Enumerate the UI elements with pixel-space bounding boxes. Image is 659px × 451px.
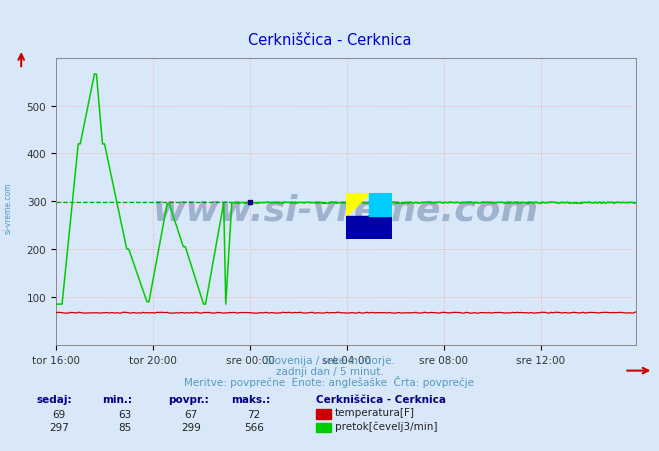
Polygon shape — [346, 216, 392, 239]
Text: 72: 72 — [247, 409, 260, 419]
Text: 85: 85 — [119, 422, 132, 432]
Polygon shape — [346, 216, 369, 239]
Text: maks.:: maks.: — [231, 394, 270, 404]
Text: 297: 297 — [49, 422, 69, 432]
Text: povpr.:: povpr.: — [168, 394, 209, 404]
Text: 299: 299 — [181, 422, 201, 432]
Polygon shape — [346, 194, 369, 216]
Text: 69: 69 — [53, 409, 66, 419]
Text: temperatura[F]: temperatura[F] — [335, 407, 415, 417]
Text: 67: 67 — [185, 409, 198, 419]
Text: www.si-vreme.com: www.si-vreme.com — [153, 193, 539, 227]
Text: si-vreme.com: si-vreme.com — [3, 182, 13, 233]
Text: Cerkniščica - Cerknica: Cerkniščica - Cerknica — [248, 33, 411, 48]
Text: pretok[čevelj3/min]: pretok[čevelj3/min] — [335, 420, 438, 431]
Text: 63: 63 — [119, 409, 132, 419]
Text: Cerkniščica - Cerknica: Cerkniščica - Cerknica — [316, 394, 446, 404]
Text: 566: 566 — [244, 422, 264, 432]
Text: Slovenija / reke in morje.: Slovenija / reke in morje. — [264, 355, 395, 365]
Polygon shape — [369, 194, 392, 216]
Polygon shape — [369, 194, 392, 216]
Text: zadnji dan / 5 minut.: zadnji dan / 5 minut. — [275, 366, 384, 376]
Text: min.:: min.: — [102, 394, 132, 404]
Text: Meritve: povprečne  Enote: anglešaške  Črta: povprečje: Meritve: povprečne Enote: anglešaške Črt… — [185, 375, 474, 387]
Text: sedaj:: sedaj: — [36, 394, 72, 404]
